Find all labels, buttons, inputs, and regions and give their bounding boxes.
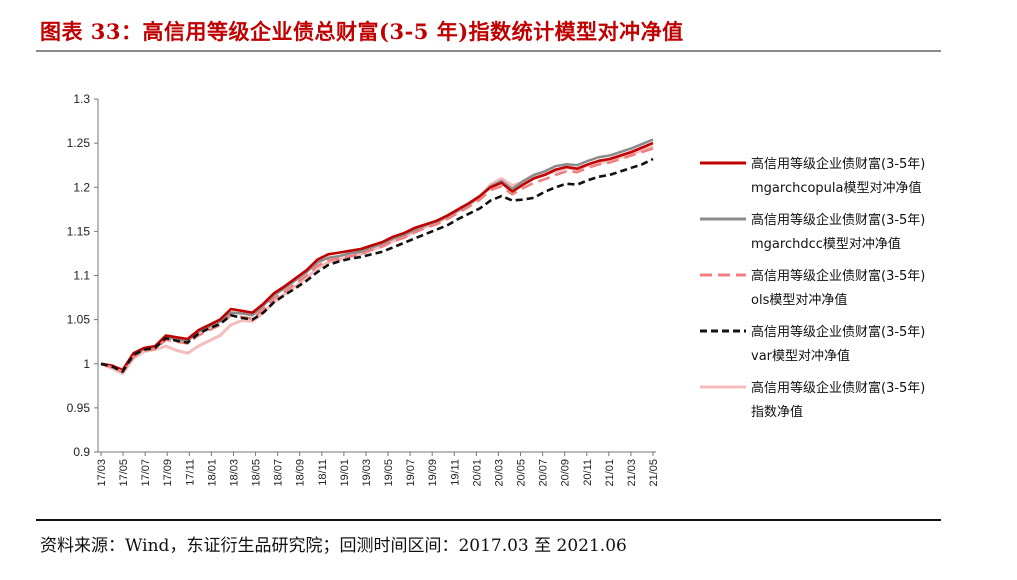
x-tick-label: 20/11 — [582, 459, 594, 486]
x-tick-label: 19/07 — [405, 459, 417, 487]
series-line — [100, 141, 654, 372]
x-tick-label: 18/01 — [206, 459, 218, 487]
source-note: 资料来源：Wind，东证衍生品研究院；回测时间区间：2017.03 至 2021… — [40, 536, 627, 556]
series-line — [100, 147, 654, 374]
figure-title: 图表 33：高信用等级企业债总财富(3-5 年)指数统计模型对冲净值 — [40, 19, 684, 44]
y-tick-label: 0.95 — [67, 401, 91, 415]
x-tick-label: 18/11 — [317, 459, 329, 486]
y-tick-labels: 0.9 0.95 1 1.05 1.1 1.15 1.2 1.25 1.3 — [67, 92, 98, 459]
x-tick-label: 21/05 — [648, 459, 660, 487]
legend-label: 高信用等级企业债财富(3-5年) — [751, 268, 925, 284]
legend-label: mgarchcopula模型对冲净值 — [751, 180, 922, 196]
x-tick-label: 19/01 — [339, 459, 351, 487]
x-tick-label: 19/03 — [361, 459, 373, 487]
x-tick-label: 21/01 — [604, 459, 616, 487]
y-tick-label: 0.9 — [73, 445, 90, 459]
x-tick-label: 17/05 — [118, 459, 130, 487]
x-tick-label: 17/03 — [96, 459, 108, 487]
footer-divider — [36, 519, 941, 521]
x-tick-label: 20/07 — [538, 459, 550, 487]
y-tick-label: 1.25 — [67, 136, 91, 150]
series-lines — [100, 138, 654, 375]
legend-label: 高信用等级企业债财富(3-5年) — [751, 324, 925, 340]
legend-label: 高信用等级企业债财富(3-5年) — [751, 212, 925, 228]
x-tick-label: 17/09 — [162, 459, 174, 487]
x-tick-labels: 17/03 17/05 17/07 17/09 17/11 18/01 18/03 18/05… — [96, 452, 660, 487]
x-tick-label: 17/11 — [184, 459, 196, 486]
legend-label: 指数净值 — [751, 404, 803, 420]
y-tick-label: 1 — [83, 357, 90, 371]
x-tick-label: 18/09 — [295, 459, 307, 487]
x-tick-label: 18/07 — [273, 459, 285, 487]
x-tick-label: 19/11 — [449, 459, 461, 486]
x-tick-label: 20/03 — [493, 459, 505, 487]
x-tick-label: 21/03 — [626, 459, 638, 487]
legend-label: ols模型对冲净值 — [751, 292, 847, 308]
line-chart: 0.9 0.95 1 1.05 1.1 1.15 1.2 1.25 1.3 17/03 17/05… — [67, 92, 926, 487]
x-tick-label: 17/07 — [140, 459, 152, 487]
x-tick-label: 20/09 — [560, 459, 572, 487]
y-tick-label: 1.2 — [73, 180, 90, 194]
x-tick-label: 19/05 — [383, 459, 395, 487]
x-tick-label: 20/05 — [516, 459, 528, 487]
series-line — [100, 157, 654, 374]
y-tick-label: 1.15 — [67, 224, 91, 238]
y-tick-label: 1.1 — [73, 269, 90, 283]
title-divider — [36, 50, 941, 52]
x-tick-label: 18/05 — [251, 459, 263, 487]
x-tick-label: 20/01 — [471, 459, 483, 487]
y-tick-label: 1.05 — [67, 313, 91, 327]
x-tick-label: 18/03 — [228, 459, 240, 487]
legend-label: 高信用等级企业债财富(3-5年) — [751, 380, 925, 396]
legend-label: mgarchdcc模型对冲净值 — [751, 236, 901, 252]
series-line — [100, 138, 654, 373]
y-tick-label: 1.3 — [73, 92, 90, 106]
x-tick-label: 19/09 — [427, 459, 439, 487]
legend-label: var模型对冲净值 — [751, 348, 850, 364]
legend: 高信用等级企业债财富(3-5年) mgarchcopula模型对冲净值高信用等级企… — [700, 156, 925, 420]
legend-label: 高信用等级企业债财富(3-5年) — [751, 156, 925, 172]
